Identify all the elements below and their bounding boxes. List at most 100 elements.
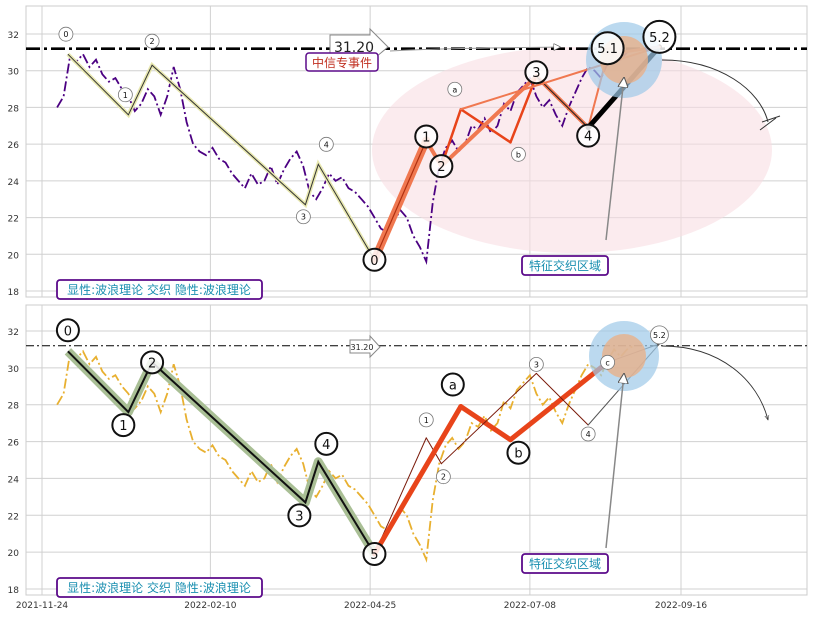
- wave-label-marker: [590, 31, 625, 66]
- y-tick-label: 18: [8, 288, 20, 298]
- bottom-region-label: 特征交织区域: [529, 556, 601, 571]
- wave-label-marker: [642, 19, 677, 54]
- y-tick-label: 26: [8, 439, 20, 449]
- wave-label: 0: [63, 30, 68, 39]
- wave-label-marker: [576, 123, 601, 148]
- bottom-legend-box[interactable]: 显性:波浪理论 交织 隐性:波浪理论: [56, 577, 263, 598]
- wave-label-marker: [117, 87, 133, 103]
- top-region-label: 特征交织区域: [529, 258, 601, 273]
- wave-label-marker: [435, 469, 451, 485]
- x-tick-label: 2021-11-24: [16, 601, 69, 611]
- wave-label-marker: [55, 318, 80, 343]
- top-ref-label: 31.20: [334, 40, 374, 56]
- x-tick-label: 2022-07-08: [504, 601, 557, 611]
- wave-label: 2: [150, 37, 155, 46]
- top-event-box[interactable]: 中信专事件: [305, 52, 379, 72]
- wave-label: 3: [534, 360, 539, 369]
- wave-label: 3: [532, 66, 540, 81]
- wave-label-marker: [600, 354, 616, 370]
- wave-label-marker: [524, 60, 549, 85]
- y-tick-label: 18: [8, 586, 20, 596]
- top-price-line: [56, 47, 634, 266]
- wave-label: b: [514, 447, 522, 462]
- x-tick-label: 2022-09-16: [655, 601, 708, 611]
- wave-label-marker: [318, 136, 334, 152]
- bottom-legend-label: 显性:波浪理论 交织 隐性:波浪理论: [67, 580, 251, 595]
- wave-seg: [371, 404, 464, 557]
- bottom-ref-label: 31.20: [351, 343, 374, 352]
- y-tick-label: 32: [8, 31, 19, 41]
- wave-label-marker: [511, 146, 526, 162]
- bottom-price-line: [56, 344, 634, 563]
- bottom-region-box[interactable]: 特征交织区域: [521, 553, 609, 574]
- x-tick-label: 2022-02-10: [184, 601, 237, 611]
- wave-label: 4: [324, 140, 329, 149]
- wave-label-marker: [287, 503, 312, 528]
- top-y-axis: 18 20 22 24 26 28 30 32: [8, 31, 20, 298]
- wave-seg: [507, 359, 611, 443]
- y-tick-label: 26: [8, 141, 20, 151]
- y-tick-label: 24: [8, 475, 20, 485]
- wave-label: a: [449, 379, 457, 394]
- wave-label-marker: [362, 541, 387, 566]
- wave-label-marker: [418, 412, 434, 428]
- wave-label-marker: [144, 33, 160, 49]
- wave-label: 2: [437, 160, 445, 175]
- wave-label: 1: [422, 130, 430, 145]
- wave-label: 5: [370, 548, 378, 563]
- wave-label-marker: [362, 247, 387, 272]
- bottom-x-axis: 2021-11-24 2022-02-10 2022-04-25 2022-07-08…: [16, 601, 708, 611]
- wave-label: c: [605, 358, 609, 367]
- left-wave-line: [67, 53, 375, 261]
- wave-label: 5.2: [649, 31, 670, 46]
- wave-label: 1: [119, 419, 127, 434]
- bottom-pointer-arrow: [605, 374, 624, 549]
- wave-label: a: [452, 85, 457, 94]
- wave-label: 3: [301, 213, 306, 222]
- wave-label: b: [516, 150, 521, 159]
- wave-label-marker: [650, 325, 669, 345]
- y-tick-label: 22: [8, 215, 19, 225]
- wave-label: 4: [584, 130, 592, 145]
- wave-label: 4: [586, 430, 591, 439]
- y-tick-label: 20: [8, 549, 20, 559]
- bottom-wave-labels: 0 1 2 3 4 5 1 2 a b 3 4 c 5.2: [55, 318, 669, 566]
- y-tick-label: 28: [8, 104, 20, 114]
- top-left-wave: [66, 52, 377, 261]
- top-pointer-arrow: [605, 78, 624, 241]
- wave-seg: [535, 372, 589, 426]
- bottom-curve-arrow: [661, 345, 768, 420]
- y-tick-label: 32: [8, 328, 19, 338]
- wave-seg: [373, 139, 427, 261]
- x-tick-label: 2022-04-25: [344, 601, 396, 611]
- wave-label-marker: [314, 431, 339, 456]
- wave-label: 0: [64, 324, 72, 339]
- wave-label: 1: [123, 91, 128, 100]
- wave-seg: [440, 372, 537, 465]
- wave-label: 0: [370, 254, 378, 269]
- bottom-y-axis: 18 20 22 24 26 28 30 32: [8, 328, 20, 596]
- top-curve-arrow-tip: [759, 115, 781, 131]
- top-legend-box[interactable]: 显性:波浪理论 交织 隐性:波浪理论: [56, 279, 263, 300]
- wave-label-marker: [580, 426, 596, 442]
- wave-label: 5.1: [597, 42, 618, 57]
- wave-label: 2: [148, 356, 156, 371]
- bottom-ref-callout[interactable]: 31.20: [349, 334, 381, 359]
- top-region-box[interactable]: 特征交织区域: [521, 255, 609, 276]
- top-curve-arrow: [661, 59, 769, 123]
- y-tick-label: 24: [8, 178, 20, 188]
- wave-label-marker: [429, 154, 454, 179]
- top-pink-ellipse: [372, 47, 772, 253]
- wave-label-marker: [140, 350, 165, 375]
- y-tick-label: 20: [8, 251, 20, 261]
- wave-label-marker: [528, 356, 544, 372]
- top-event-label: 中信专事件: [312, 55, 372, 70]
- y-tick-label: 30: [8, 365, 20, 375]
- wave-label-marker: [447, 81, 463, 97]
- wave-seg: [535, 75, 589, 129]
- bottom-left-wave: [64, 348, 379, 557]
